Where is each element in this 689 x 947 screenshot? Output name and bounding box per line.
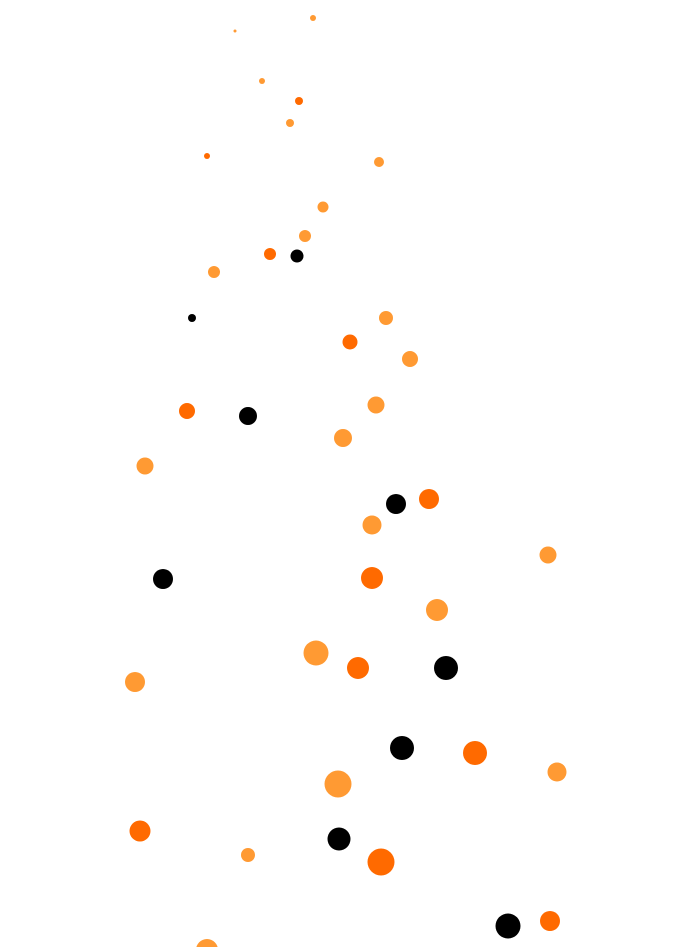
dark-orange-dot bbox=[361, 567, 383, 589]
light-orange-dot bbox=[367, 396, 385, 414]
light-orange-dot bbox=[125, 672, 145, 692]
black-dot bbox=[188, 314, 196, 322]
dark-orange-dot bbox=[342, 334, 358, 350]
black-dot bbox=[390, 736, 414, 760]
dark-orange-dot bbox=[179, 403, 195, 419]
light-orange-dot bbox=[324, 770, 352, 798]
dark-orange-dot bbox=[264, 248, 276, 260]
dark-orange-dot bbox=[347, 657, 369, 679]
light-orange-dot bbox=[379, 311, 393, 325]
black-dot bbox=[434, 656, 458, 680]
light-orange-dot bbox=[286, 119, 294, 127]
light-orange-dot bbox=[334, 429, 352, 447]
dark-orange-dot bbox=[204, 153, 210, 159]
dark-orange-dot bbox=[367, 848, 395, 876]
black-dot bbox=[153, 569, 173, 589]
black-dot bbox=[327, 827, 351, 851]
black-dot bbox=[239, 407, 257, 425]
light-orange-dot bbox=[259, 78, 265, 84]
light-orange-dot bbox=[547, 762, 567, 782]
light-orange-dot bbox=[233, 29, 237, 33]
light-orange-dot bbox=[362, 515, 382, 535]
light-orange-dot bbox=[241, 848, 255, 862]
light-orange-dot bbox=[303, 640, 329, 666]
light-orange-dot bbox=[402, 351, 418, 367]
light-orange-dot bbox=[136, 457, 154, 475]
dark-orange-dot bbox=[463, 741, 487, 765]
light-orange-dot bbox=[426, 599, 448, 621]
dark-orange-dot bbox=[540, 911, 560, 931]
light-orange-dot bbox=[299, 230, 311, 242]
light-orange-dot bbox=[374, 157, 384, 167]
black-dot bbox=[290, 249, 304, 263]
dark-orange-dot bbox=[419, 489, 439, 509]
dark-orange-dot bbox=[295, 97, 303, 105]
light-orange-dot bbox=[310, 15, 316, 21]
dark-orange-dot bbox=[129, 820, 151, 842]
light-orange-dot bbox=[208, 266, 220, 278]
black-dot bbox=[386, 494, 406, 514]
black-dot bbox=[495, 913, 521, 939]
light-orange-dot bbox=[196, 939, 218, 947]
light-orange-dot bbox=[539, 546, 557, 564]
light-orange-dot bbox=[317, 201, 329, 213]
